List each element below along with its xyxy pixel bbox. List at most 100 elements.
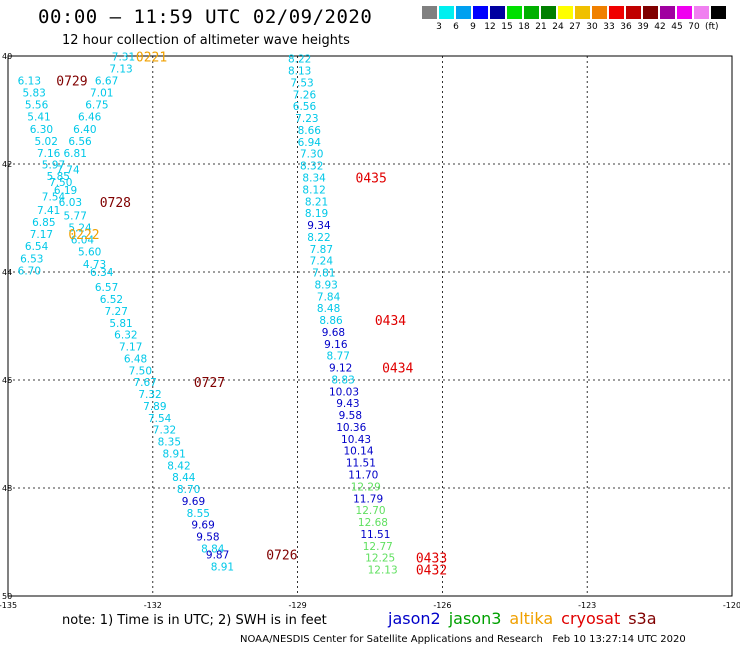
swh-value-label: 8.42 — [167, 460, 190, 472]
swh-value-label: 11.51 — [360, 529, 390, 541]
swh-value-label: 11.79 — [353, 493, 383, 505]
swh-value-label: 8.22 — [307, 232, 330, 244]
legend-entry-jason2: jason2 — [388, 609, 441, 628]
swh-value-label: 7.74 — [56, 164, 80, 176]
swh-value-label: 7.41 — [37, 205, 60, 217]
swh-value-label: 5.02 — [35, 136, 58, 148]
swh-value-label: 5.81 — [109, 318, 132, 330]
swh-value-label: 10.43 — [341, 434, 371, 446]
swh-value-label: 8.44 — [172, 472, 196, 484]
color-scale-label: 33 — [603, 22, 615, 32]
lon-tick-label: -120 — [723, 601, 740, 610]
swh-value-label: 6.56 — [293, 101, 317, 113]
swh-value-label: 5.85 — [47, 171, 70, 183]
color-scale-label: 15 — [501, 22, 513, 32]
swh-value-label: 6.52 — [100, 294, 123, 306]
swh-value-label: 7.89 — [143, 401, 166, 413]
swh-value-label: 6.67 — [95, 75, 118, 87]
color-scale-label: 6 — [453, 22, 459, 32]
color-scale-swatch — [575, 6, 591, 19]
color-scale-label: 30 — [586, 22, 598, 32]
swh-value-label: 6.32 — [114, 330, 137, 342]
swh-value-label: 6.56 — [68, 136, 92, 148]
pass-time-label: 0434 — [382, 362, 413, 377]
swh-value-label: 8.55 — [187, 508, 210, 520]
lat-tick-label: 44 — [2, 268, 12, 277]
color-scale-swatch — [558, 6, 574, 19]
color-scale-label: 45 — [671, 22, 683, 32]
color-scale-swatch — [592, 6, 608, 19]
swh-value-label: 7.16 — [37, 148, 61, 160]
swh-value-label: 8.48 — [317, 303, 340, 315]
swh-value-label: 9.58 — [196, 532, 219, 544]
color-scale-swatch — [541, 6, 557, 19]
swh-value-label: 8.22 — [288, 54, 311, 66]
swh-value-label: 10.36 — [336, 422, 366, 434]
swh-value-label: 8.12 — [302, 184, 325, 196]
swh-value-label: 8.21 — [305, 196, 328, 208]
chart-title: 00:00 – 11:59 UTC 02/09/2020 — [38, 6, 373, 28]
color-scale-swatch — [439, 6, 455, 19]
swh-value-label: 8.91 — [211, 561, 234, 573]
swh-value-label: 10.03 — [329, 386, 359, 398]
swh-value-label: 7.54 — [148, 413, 172, 425]
pass-time-label: 0432 — [416, 564, 447, 579]
swh-value-label: 8.66 — [298, 125, 322, 137]
swh-value-label: 6.13 — [18, 75, 41, 87]
swh-value-label: 7.50 — [49, 177, 72, 189]
swh-value-label: 7.81 — [312, 268, 335, 280]
lon-tick-label: -126 — [433, 601, 451, 610]
pass-time-label: 0433 — [416, 552, 447, 567]
swh-value-label: 7.23 — [295, 113, 318, 125]
swh-value-label: 6.70 — [18, 265, 41, 277]
swh-value-label: 5.41 — [27, 111, 50, 123]
color-scale-swatch — [422, 6, 438, 19]
swh-value-label: 6.75 — [85, 100, 108, 112]
swh-value-label: 7.31 — [112, 52, 135, 64]
note-text: note: 1) Time is in UTC; 2) SWH is in fe… — [62, 613, 327, 628]
color-scale-label: 39 — [637, 22, 649, 32]
color-scale-swatch — [711, 6, 727, 19]
lon-tick-label: -129 — [289, 601, 307, 610]
swh-value-label: 7.32 — [138, 389, 161, 401]
swh-value-label: 6.40 — [73, 124, 96, 136]
swh-value-label: 7.67 — [133, 377, 156, 389]
swh-value-label: 9.16 — [324, 339, 348, 351]
legend-entry-cryosat: cryosat — [561, 609, 621, 628]
swh-value-label: 5.83 — [22, 88, 45, 100]
footer-credit: NOAA/NESDIS Center for Satellite Applica… — [240, 634, 686, 645]
color-scale-swatch — [609, 6, 625, 19]
color-scale-label: 27 — [569, 22, 581, 32]
swh-value-label: 11.51 — [346, 458, 376, 470]
swh-value-label: 7.54 — [42, 191, 66, 203]
color-scale-label: 42 — [654, 22, 666, 32]
pass-time-label: 0435 — [356, 172, 387, 187]
swh-value-label: 7.13 — [109, 63, 132, 75]
lat-tick-label: 48 — [2, 484, 12, 493]
swh-value-label: 6.53 — [20, 254, 43, 266]
swh-value-label: 7.26 — [293, 89, 317, 101]
swh-value-label: 7.87 — [310, 244, 333, 256]
swh-value-label: 7.01 — [90, 88, 113, 100]
swh-value-label: 7.30 — [300, 149, 323, 161]
swh-value-label: 7.53 — [290, 77, 313, 89]
pass-time-label: 0221 — [136, 51, 167, 66]
swh-value-label: 7.27 — [105, 306, 128, 318]
swh-value-label: 8.34 — [302, 173, 326, 185]
swh-value-label: 6.34 — [90, 267, 114, 279]
swh-value-label: 9.34 — [307, 220, 331, 232]
swh-value-label: 6.03 — [59, 197, 82, 209]
swh-value-label: 7.17 — [119, 342, 142, 354]
color-scale-label: 24 — [552, 22, 564, 32]
map-frame — [7, 55, 733, 597]
lon-tick-label: -135 — [0, 601, 17, 610]
color-scale-label: 36 — [620, 22, 632, 32]
swh-value-label: 8.84 — [201, 543, 225, 555]
swh-value-label: 12.29 — [351, 481, 381, 493]
color-scale-label: 9 — [470, 22, 476, 32]
swh-value-label: 8.93 — [314, 279, 337, 291]
lon-tick-label: -132 — [144, 601, 162, 610]
color-scale-swatch — [473, 6, 489, 19]
color-scale-swatch — [660, 6, 676, 19]
swh-value-label: 8.19 — [305, 208, 328, 220]
